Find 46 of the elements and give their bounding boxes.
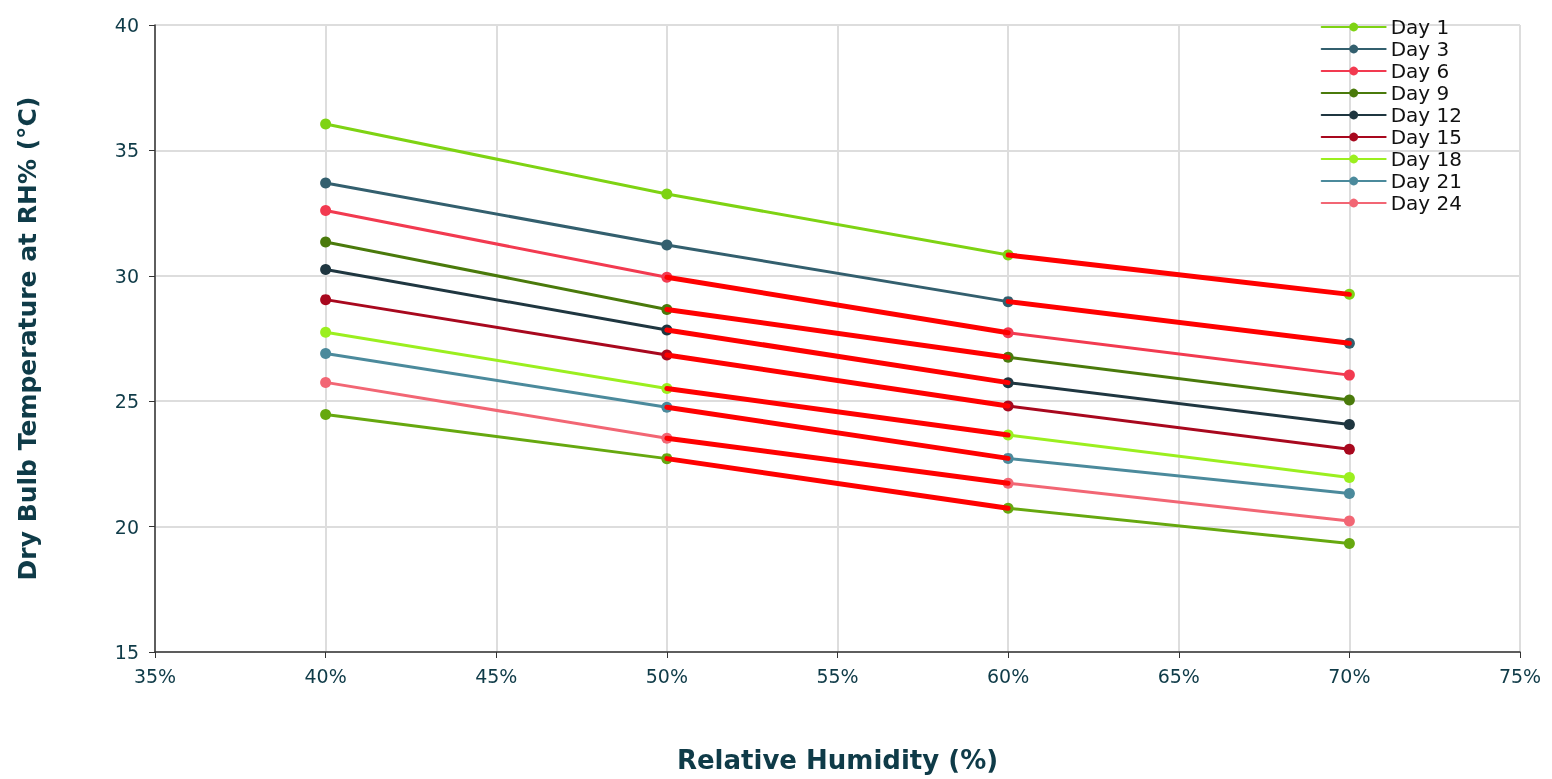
point bbox=[320, 376, 332, 388]
y-tick-label: 20 bbox=[114, 515, 139, 538]
point bbox=[320, 348, 332, 360]
x-tick-label: 70% bbox=[1328, 664, 1371, 687]
x-tick-label: 50% bbox=[645, 664, 688, 687]
point bbox=[320, 408, 332, 420]
point bbox=[1343, 471, 1355, 483]
legend-label: Day 3 bbox=[1390, 37, 1450, 61]
x-tick-label: 60% bbox=[987, 664, 1030, 687]
x-tick-label: 45% bbox=[475, 664, 518, 687]
x-tick-label: 55% bbox=[816, 664, 859, 687]
x-axis-title: Relative Humidity (%) bbox=[676, 745, 999, 775]
y-tick-label: 25 bbox=[114, 390, 139, 413]
y-axis-title: Dry Bulb Temperature at RH% (°C) bbox=[13, 96, 42, 581]
point bbox=[1343, 419, 1355, 431]
y-tick-label: 35 bbox=[114, 139, 139, 162]
point bbox=[320, 326, 332, 338]
point bbox=[320, 264, 332, 276]
y-tick-label: 15 bbox=[114, 641, 139, 663]
point bbox=[1343, 443, 1355, 455]
point bbox=[1343, 537, 1355, 549]
x-tick-label: 35% bbox=[133, 664, 177, 687]
point bbox=[320, 236, 332, 248]
legend-label: Day 12 bbox=[1390, 103, 1463, 127]
point bbox=[1343, 369, 1355, 381]
point bbox=[320, 205, 332, 217]
x-tick-label: 40% bbox=[304, 664, 347, 687]
legend-label: Day 24 bbox=[1390, 191, 1463, 215]
x-tick-label: 75% bbox=[1498, 664, 1542, 687]
point bbox=[1343, 488, 1355, 499]
legend-label: Day 15 bbox=[1390, 125, 1463, 149]
x-tick-label: 65% bbox=[1157, 664, 1200, 687]
legend-label: Day 21 bbox=[1390, 169, 1463, 193]
point bbox=[1343, 515, 1355, 527]
legend-label: Day 9 bbox=[1390, 81, 1450, 105]
point bbox=[661, 188, 673, 200]
legend-label: Day 18 bbox=[1390, 147, 1463, 171]
y-tick-label: 30 bbox=[114, 264, 139, 287]
point bbox=[320, 294, 332, 306]
point bbox=[320, 177, 332, 189]
point bbox=[320, 118, 332, 130]
y-tick-label: 40 bbox=[114, 14, 139, 36]
point bbox=[661, 239, 673, 251]
point bbox=[1343, 394, 1355, 406]
legend-label: Day 6 bbox=[1390, 59, 1450, 83]
legend-label: Day 1 bbox=[1390, 15, 1450, 39]
